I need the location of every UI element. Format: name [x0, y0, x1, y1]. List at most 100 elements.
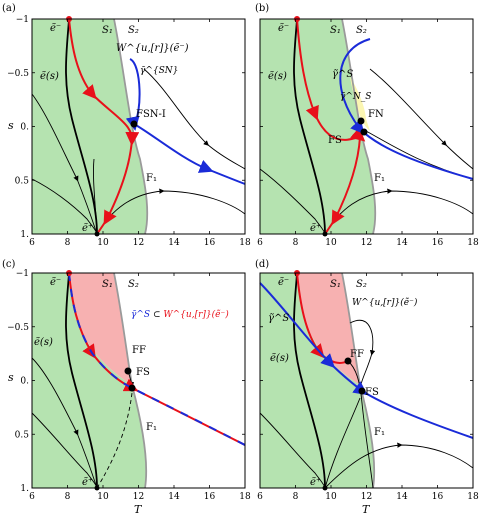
x-tick-label: 16 — [432, 492, 444, 502]
point-label-e-minus: ẽ⁻ — [278, 23, 289, 34]
region-label-s1: S₁ — [102, 279, 113, 290]
point-label-fsn: FSN-I — [136, 109, 166, 120]
y-axis-label: s — [8, 371, 14, 384]
x-tick-label: 18 — [467, 238, 479, 248]
point-label-e-plus: ẽ⁺ — [82, 477, 93, 488]
curve-label-red: W^{u,[r]}(ẽ⁻) — [352, 297, 418, 308]
point-label-ff: FF — [350, 349, 364, 360]
equilibrium-branch — [293, 272, 326, 489]
x-axis: 6 8 10 12 14 16 18 — [257, 273, 479, 502]
x-tick-label: 16 — [204, 238, 216, 248]
trajectory — [96, 392, 133, 489]
x-tick-label: 12 — [133, 492, 144, 502]
x-tick-label: 18 — [239, 492, 251, 502]
x-tick-label: 16 — [204, 492, 216, 502]
label-red-part: W^{u,[r]}(ẽ⁻) — [163, 309, 229, 320]
curve-label-yellow-region: γ̃^N_S — [340, 91, 371, 102]
singularity-ff — [124, 367, 132, 375]
trajectory — [324, 397, 361, 489]
curve-label-red: W^{u,[r]}(ẽ⁻) — [116, 43, 189, 54]
y-axis: −1 −0.5 0. 0.5 1. — [7, 15, 245, 240]
y-tick-label: −1 — [16, 15, 29, 25]
x-axis: 6 8 10 12 14 16 18 — [29, 273, 251, 502]
x-tick-label: 10 — [325, 492, 337, 502]
region-label-s1: S₁ — [330, 279, 341, 290]
panel-b: (b) S₁ S₂ F₁ γ̃^S γ̃^N_S ẽ(s) ẽ⁻ ẽ⁺ FN F… — [255, 3, 479, 248]
x-tick-label: 6 — [29, 492, 35, 502]
region-label-f1: F₁ — [146, 173, 157, 184]
region-green — [260, 273, 375, 488]
trajectory — [259, 412, 326, 489]
y-tick-label: 0.5 — [15, 430, 30, 440]
label-subset: ⊂ — [153, 310, 161, 320]
region-label-s2: S₂ — [356, 25, 367, 36]
label-blue-part: γ̃^S — [131, 309, 150, 320]
region-label-s1: S₁ — [102, 25, 113, 36]
curve-label-combined: γ̃^S ⊂ W^{u,[r]}(ẽ⁻) — [131, 309, 229, 320]
x-tick-label: 12 — [361, 238, 372, 248]
y-axis — [260, 18, 473, 235]
y-tick-label: −1 — [16, 269, 29, 279]
x-tick-label: 16 — [432, 238, 444, 248]
singularity-fs — [128, 384, 136, 392]
y-tick-label: 0. — [20, 123, 29, 133]
y-tick-label: −0.5 — [7, 323, 29, 333]
y-tick-label: 0.5 — [15, 176, 30, 186]
x-tick-label: 10 — [325, 238, 337, 248]
region-label-s2: S₂ — [356, 279, 367, 290]
trajectory — [31, 357, 98, 489]
trajectory — [31, 412, 98, 489]
fold-curve-f1 — [341, 18, 377, 235]
trajectory — [324, 442, 474, 489]
unstable-manifold — [296, 18, 366, 235]
x-tick-label: 8 — [293, 238, 299, 248]
x-tick-label: 8 — [293, 492, 299, 502]
region-label-s2: S₂ — [128, 25, 139, 36]
y-axis — [260, 272, 473, 489]
x-tick-label: 6 — [29, 238, 35, 248]
x-tick-label: 14 — [396, 238, 408, 248]
y-axis-label: s — [8, 119, 14, 132]
x-tick-label: 6 — [257, 492, 263, 502]
region-label-f1: F₁ — [374, 173, 385, 184]
x-tick-label: 10 — [97, 238, 109, 248]
y-tick-label: 1. — [20, 484, 29, 494]
panel-label: (a) — [2, 3, 16, 14]
x-tick-label: 14 — [168, 492, 180, 502]
point-label-e-minus: ẽ⁻ — [50, 23, 61, 34]
point-label-fs: FS — [136, 367, 150, 378]
x-tick-label: 8 — [65, 492, 71, 502]
x-tick-label: 8 — [65, 238, 71, 248]
stable-and-unstable-manifold — [68, 272, 246, 446]
singularity-fs — [360, 128, 368, 136]
canard-orbit — [339, 38, 474, 180]
x-tick-label: 10 — [97, 492, 109, 502]
x-tick-label: 18 — [467, 492, 479, 502]
x-axis: 6 8 10 12 14 16 18 — [257, 19, 479, 248]
x-tick-label: 6 — [257, 238, 263, 248]
trajectory — [369, 68, 474, 170]
curve-label-equilibrium: ẽ(s) — [34, 337, 53, 348]
curve-label-blue: γ̃^S — [268, 313, 289, 324]
x-tick-label: 12 — [361, 492, 372, 502]
point-label-e-plus: ẽ⁺ — [82, 223, 93, 234]
y-axis: −1 −0.5 0. 0.5 1. — [7, 269, 245, 494]
singularity-fs — [358, 387, 366, 395]
point-label-ff: FF — [132, 345, 146, 356]
curve-label-equilibrium: ẽ(s) — [40, 71, 59, 82]
singularity-fn — [357, 117, 365, 125]
panel-label: (d) — [255, 259, 269, 270]
x-tick-label: 12 — [133, 238, 144, 248]
canard-orbit — [125, 58, 246, 185]
region-label-f1: F₁ — [146, 422, 157, 433]
region-label-s2: S₂ — [128, 279, 139, 290]
y-tick-label: −0.5 — [7, 69, 29, 79]
canard-orbit — [259, 282, 474, 439]
panel-label: (b) — [255, 3, 269, 14]
x-axis-label: T — [362, 503, 371, 516]
singularity-ff — [344, 357, 352, 365]
y-tick-label: 0. — [20, 377, 29, 387]
x-tick-label: 14 — [168, 238, 180, 248]
y-tick-label: 1. — [20, 230, 29, 240]
point-label-e-minus: ẽ⁻ — [50, 277, 61, 288]
